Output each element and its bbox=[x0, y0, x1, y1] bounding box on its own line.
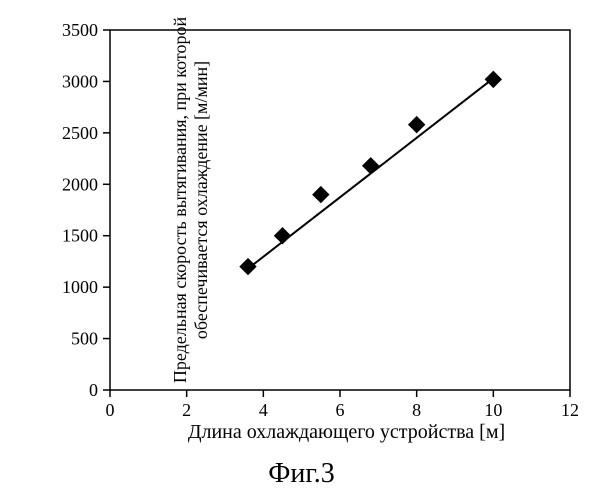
y-tick-label: 0 bbox=[89, 380, 98, 400]
x-tick-label: 2 bbox=[182, 400, 191, 420]
y-tick-label: 3500 bbox=[62, 20, 98, 40]
y-tick-label: 500 bbox=[71, 329, 98, 349]
x-tick-label: 6 bbox=[336, 400, 345, 420]
x-tick-label: 4 bbox=[259, 400, 268, 420]
data-point-diamond bbox=[240, 259, 256, 275]
x-tick-label: 8 bbox=[412, 400, 421, 420]
x-tick-label: 12 bbox=[561, 400, 579, 420]
data-point-diamond bbox=[409, 117, 425, 133]
x-tick-label: 10 bbox=[484, 400, 502, 420]
y-tick-label: 1500 bbox=[62, 226, 98, 246]
data-point-diamond bbox=[363, 158, 379, 174]
y-tick-label: 2000 bbox=[62, 174, 98, 194]
y-axis-label: Предельная скорость вытягивания, при кот… bbox=[170, 17, 212, 383]
y-tick-label: 2500 bbox=[62, 123, 98, 143]
x-tick-label: 0 bbox=[106, 400, 115, 420]
data-point-diamond bbox=[313, 187, 329, 203]
data-point-diamond bbox=[275, 228, 291, 244]
y-axis-label-line2: обеспечивается охлаждение [м/мин] bbox=[191, 61, 211, 339]
y-tick-label: 3000 bbox=[62, 71, 98, 91]
y-axis-label-line1: Предельная скорость вытягивания, при кот… bbox=[170, 17, 190, 383]
data-point-diamond bbox=[485, 71, 501, 87]
figure-caption: Фиг.3 bbox=[0, 458, 603, 490]
y-tick-label: 1000 bbox=[62, 277, 98, 297]
x-axis-label: Длина охлаждающего устройства [м] bbox=[110, 421, 583, 444]
